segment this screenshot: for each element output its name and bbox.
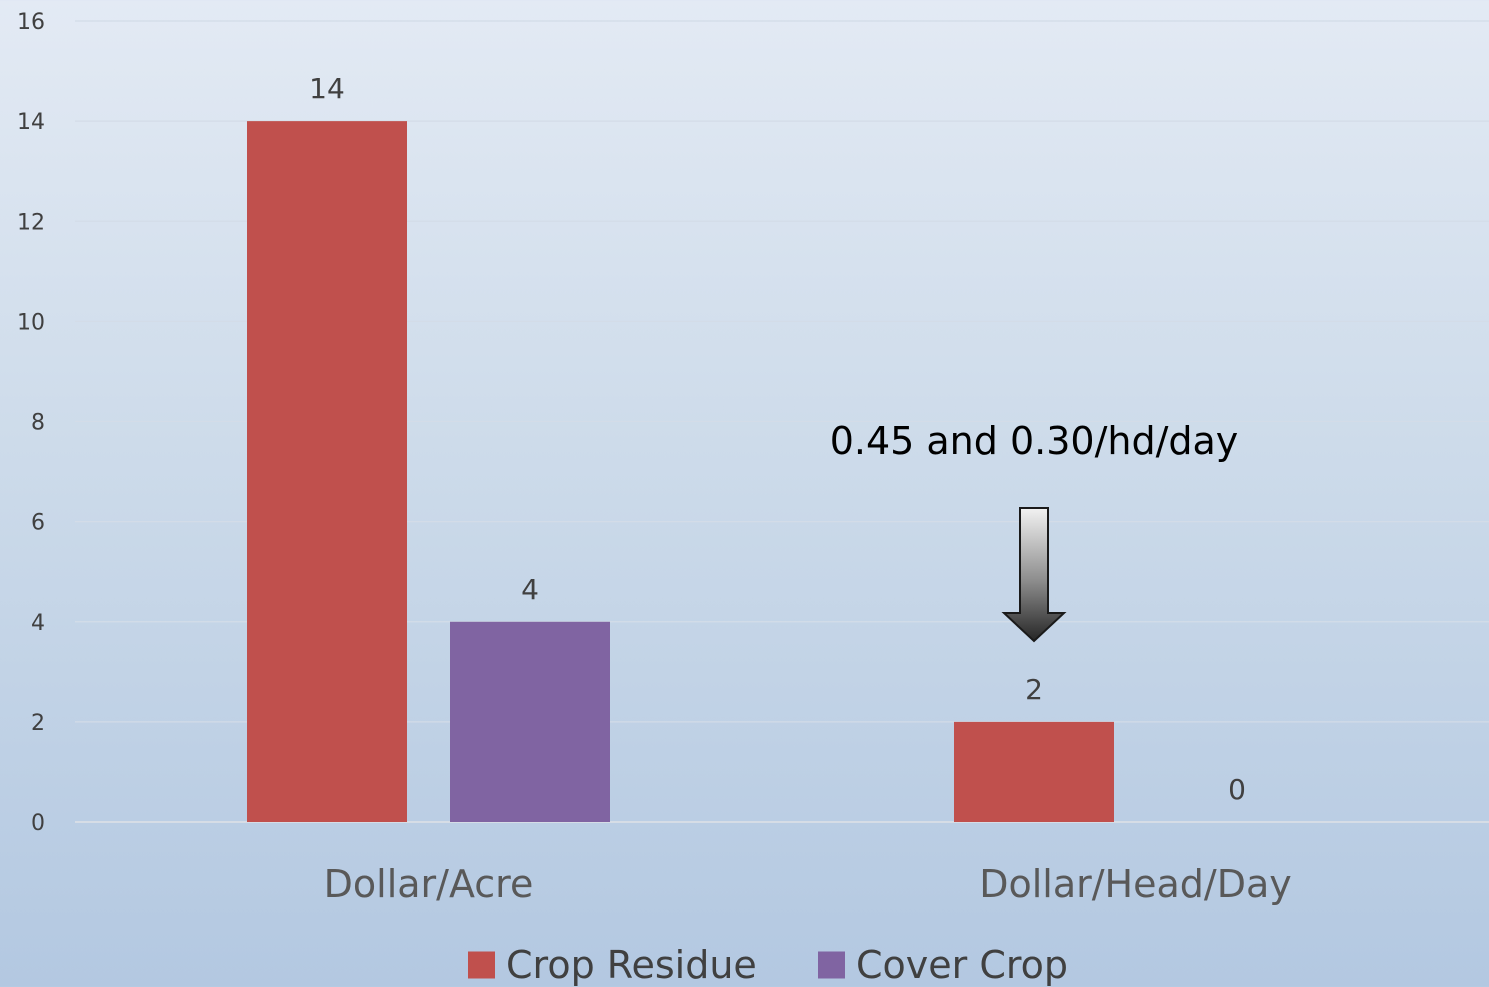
- data-labels: 14 4 2 0: [309, 72, 1246, 806]
- data-label-cover-crop-dollar-acre: 4: [521, 573, 539, 606]
- bar-cover-crop-dollar-acre: [450, 621, 610, 822]
- y-tick-label: 0: [31, 811, 45, 836]
- y-tick-label: 16: [17, 10, 45, 35]
- y-tick-label: 14: [17, 110, 45, 135]
- legend-label-cover-crop: Cover Crop: [856, 943, 1068, 987]
- annotation-text: 0.45 and 0.30/hd/day: [830, 419, 1239, 463]
- bar-crop-residue-dollar-head-day: [954, 721, 1114, 822]
- down-arrow-icon: [1001, 507, 1067, 643]
- y-tick-label: 12: [17, 210, 45, 235]
- bar-crop-residue-dollar-acre: [247, 121, 407, 822]
- y-tick-label: 6: [31, 511, 45, 536]
- bars: [247, 121, 1114, 822]
- y-tick-label: 10: [17, 310, 45, 335]
- legend-swatch-crop-residue: [468, 951, 495, 979]
- x-axis-categories: Dollar/Acre Dollar/Head/Day: [324, 862, 1292, 906]
- data-label-crop-residue-dollar-head-day: 2: [1025, 673, 1043, 706]
- legend: Crop Residue Cover Crop: [468, 943, 1068, 987]
- category-label-dollar-head-day: Dollar/Head/Day: [979, 862, 1292, 906]
- y-tick-label: 4: [31, 611, 45, 636]
- annotation: 0.45 and 0.30/hd/day: [830, 419, 1239, 643]
- y-tick-label: 2: [31, 711, 45, 736]
- data-label-crop-residue-dollar-acre: 14: [309, 72, 345, 105]
- legend-swatch-cover-crop: [818, 951, 845, 979]
- category-label-dollar-acre: Dollar/Acre: [324, 862, 534, 906]
- y-axis-ticks: 0 2 4 6 8 10 12 14 16: [17, 10, 45, 836]
- y-tick-label: 8: [31, 411, 45, 436]
- data-label-cover-crop-dollar-head-day: 0: [1228, 773, 1246, 806]
- legend-label-crop-residue: Crop Residue: [506, 943, 757, 987]
